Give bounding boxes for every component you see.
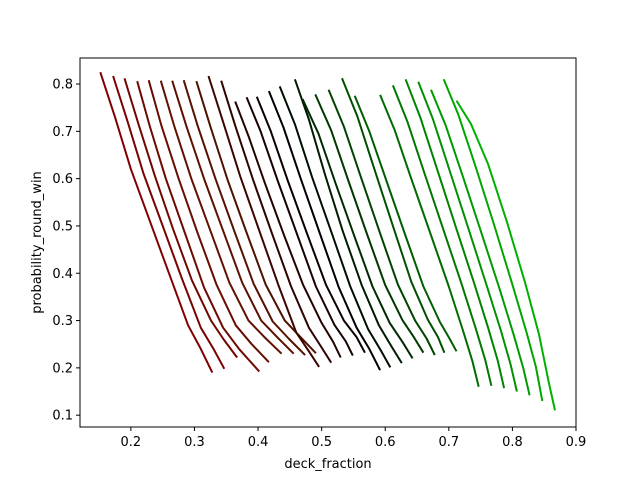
y-tick-label: 0.8 [52, 78, 73, 93]
series-line-2 [112, 75, 226, 370]
y-tick-label: 0.6 [52, 172, 73, 187]
series-line-11 [220, 80, 333, 364]
y-tick-label: 0.5 [52, 219, 73, 234]
series-line-17 [293, 78, 403, 364]
series-line-8 [182, 79, 306, 356]
series-line-10 [207, 75, 320, 368]
x-tick-label: 0.3 [184, 435, 205, 450]
y-tick-label: 0.4 [52, 267, 73, 282]
series-line-1 [99, 71, 214, 374]
series-line-29 [455, 100, 556, 411]
series-line-25 [404, 78, 506, 389]
plot-frame [79, 57, 577, 428]
series-line-21 [341, 77, 446, 354]
series-line-6 [159, 80, 283, 355]
x-tick-label: 0.6 [375, 435, 396, 450]
tick-layer: 0.2 0.3 0.4 0.5 0.6 0.7 0.8 0.9 0.1 0.2 0.3 0.4 0.5 0… [52, 78, 586, 450]
x-tick-label: 0.2 [121, 435, 142, 450]
series-line-5 [147, 79, 270, 363]
series-line-16 [278, 86, 392, 368]
series-line-12 [234, 101, 342, 358]
y-tick-label: 0.2 [52, 361, 73, 376]
x-axis-label: deck_fraction [284, 457, 371, 472]
x-tick-label: 0.4 [248, 435, 269, 450]
series-line-13 [245, 96, 354, 357]
series-line-22 [353, 95, 458, 352]
series-line-19 [314, 93, 425, 354]
series-line-24 [391, 85, 493, 387]
series-line-3 [123, 78, 238, 359]
series-line-23 [379, 94, 480, 388]
series-line-7 [171, 80, 295, 355]
y-tick-label: 0.1 [52, 409, 73, 424]
y-tick-label: 0.3 [52, 314, 73, 329]
series-line-15 [267, 90, 381, 371]
x-tick-label: 0.9 [566, 435, 587, 450]
series-line-4 [136, 80, 261, 373]
series-line-27 [430, 89, 531, 396]
plot-background [80, 58, 576, 427]
x-tick-label: 0.8 [502, 435, 523, 450]
series-line-18 [301, 98, 414, 359]
series-line-26 [417, 81, 518, 392]
x-tick-label: 0.5 [311, 435, 332, 450]
series-line-28 [442, 78, 544, 402]
y-tick-label: 0.7 [52, 125, 73, 140]
series-line-14 [255, 96, 366, 354]
y-axis-label: probability_round_win [30, 171, 45, 314]
series-line-20 [327, 89, 436, 356]
series-layer [99, 71, 556, 411]
x-tick-label: 0.7 [438, 435, 459, 450]
